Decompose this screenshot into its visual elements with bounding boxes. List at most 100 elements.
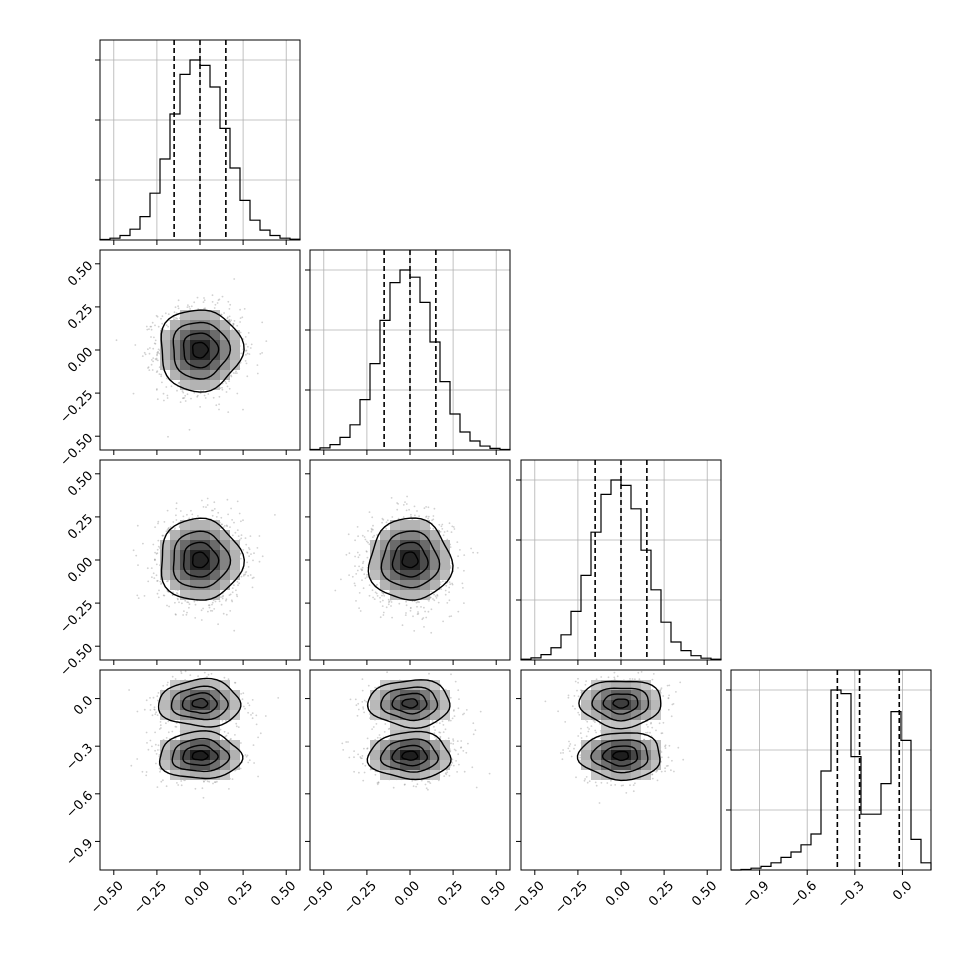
scatter-point [147, 348, 149, 351]
scatter-point [157, 325, 160, 328]
scatter-point [204, 397, 207, 399]
scatter-point [372, 536, 374, 539]
scatter-point [168, 605, 171, 608]
scatter-point [234, 372, 237, 374]
scatter-point [363, 573, 366, 576]
scatter-point [425, 506, 427, 508]
scatter-point [152, 347, 155, 350]
scatter-point [154, 358, 157, 360]
scatter-point [433, 507, 436, 510]
scatter-point [197, 308, 200, 310]
scatter-point [462, 587, 464, 589]
scatter-point [162, 392, 165, 395]
scatter-point [135, 554, 138, 557]
scatter-point [148, 369, 151, 371]
scatter-point [418, 601, 420, 604]
scatter-point [173, 311, 176, 314]
density-cell [230, 560, 240, 570]
scatter-point [248, 704, 251, 707]
scatter-point [236, 595, 239, 598]
scatter-point [367, 530, 369, 532]
scatter-point [463, 602, 465, 604]
scatter-point [154, 559, 156, 562]
scatter-point [244, 336, 247, 338]
scatter-point [211, 514, 214, 517]
scatter-point [147, 366, 150, 368]
scatter-point [229, 303, 232, 306]
scatter-point [245, 350, 247, 352]
scatter-point [137, 597, 140, 599]
scatter-point [244, 537, 247, 539]
scatter-point [156, 786, 159, 788]
scatter-point [157, 352, 160, 354]
scatter-point [261, 555, 264, 558]
scatter-point [345, 553, 348, 556]
scatter-point [368, 584, 371, 586]
scatter-point [237, 584, 239, 587]
scatter-point [212, 509, 214, 512]
scatter-point [143, 351, 146, 354]
scatter-point [470, 547, 472, 550]
scatter-point [361, 534, 364, 537]
scatter-point [408, 508, 410, 511]
scatter-point [237, 535, 240, 537]
scatter-point [226, 385, 229, 388]
scatter-point [245, 353, 247, 356]
scatter-point [388, 600, 391, 603]
scatter-point [448, 581, 451, 584]
scatter-point [187, 304, 189, 306]
scatter-point [154, 551, 157, 554]
scatter-point [233, 629, 236, 632]
density-cell [200, 580, 210, 590]
histogram-panel-4 [726, 669, 932, 875]
scatter-point [212, 782, 214, 785]
scatter-point [382, 518, 385, 521]
scatter-point [183, 397, 186, 399]
scatter-point [236, 324, 239, 327]
scatter-point [188, 428, 191, 431]
scatter-point [218, 403, 221, 406]
scatter-point [166, 394, 169, 397]
scatter-point [189, 308, 192, 310]
scatter-point [196, 296, 199, 299]
scatter-point [232, 323, 235, 325]
scatter-point [211, 603, 213, 606]
scatter-point [188, 517, 191, 520]
density-cell [410, 520, 420, 530]
scatter-point [178, 381, 181, 384]
scatter-point [410, 513, 412, 516]
scatter-point [417, 612, 420, 615]
scatter-point [223, 525, 226, 527]
scatter-point [448, 599, 451, 602]
scatter-point [157, 596, 160, 599]
scatter-point [167, 580, 169, 582]
density-cell [190, 340, 200, 350]
scatter-point [182, 397, 185, 399]
scatter-point [157, 744, 160, 747]
scatter-point [176, 592, 178, 594]
scatter-point [147, 367, 149, 369]
scatter-point [232, 372, 235, 374]
scatter-point [348, 552, 351, 555]
density-cell [220, 570, 230, 580]
scatter-point [221, 597, 224, 600]
scatter-point [190, 397, 192, 400]
scatter-point [229, 526, 231, 528]
scatter-point [136, 524, 139, 527]
scatter-point [184, 599, 187, 602]
scatter-point [240, 575, 243, 578]
scatter-point [245, 349, 248, 352]
scatter-point [240, 352, 243, 355]
scatter-point [236, 529, 239, 531]
scatter-point [179, 401, 182, 403]
scatter-point [240, 534, 243, 536]
scatter-point [157, 350, 159, 353]
scatter-point [201, 499, 203, 502]
scatter-point [246, 352, 249, 355]
scatter-point [227, 513, 230, 516]
density-cell [230, 550, 240, 560]
scatter-point [154, 339, 157, 342]
scatter-point [220, 596, 222, 598]
scatter-point [226, 317, 229, 320]
scatter-point [148, 352, 151, 355]
